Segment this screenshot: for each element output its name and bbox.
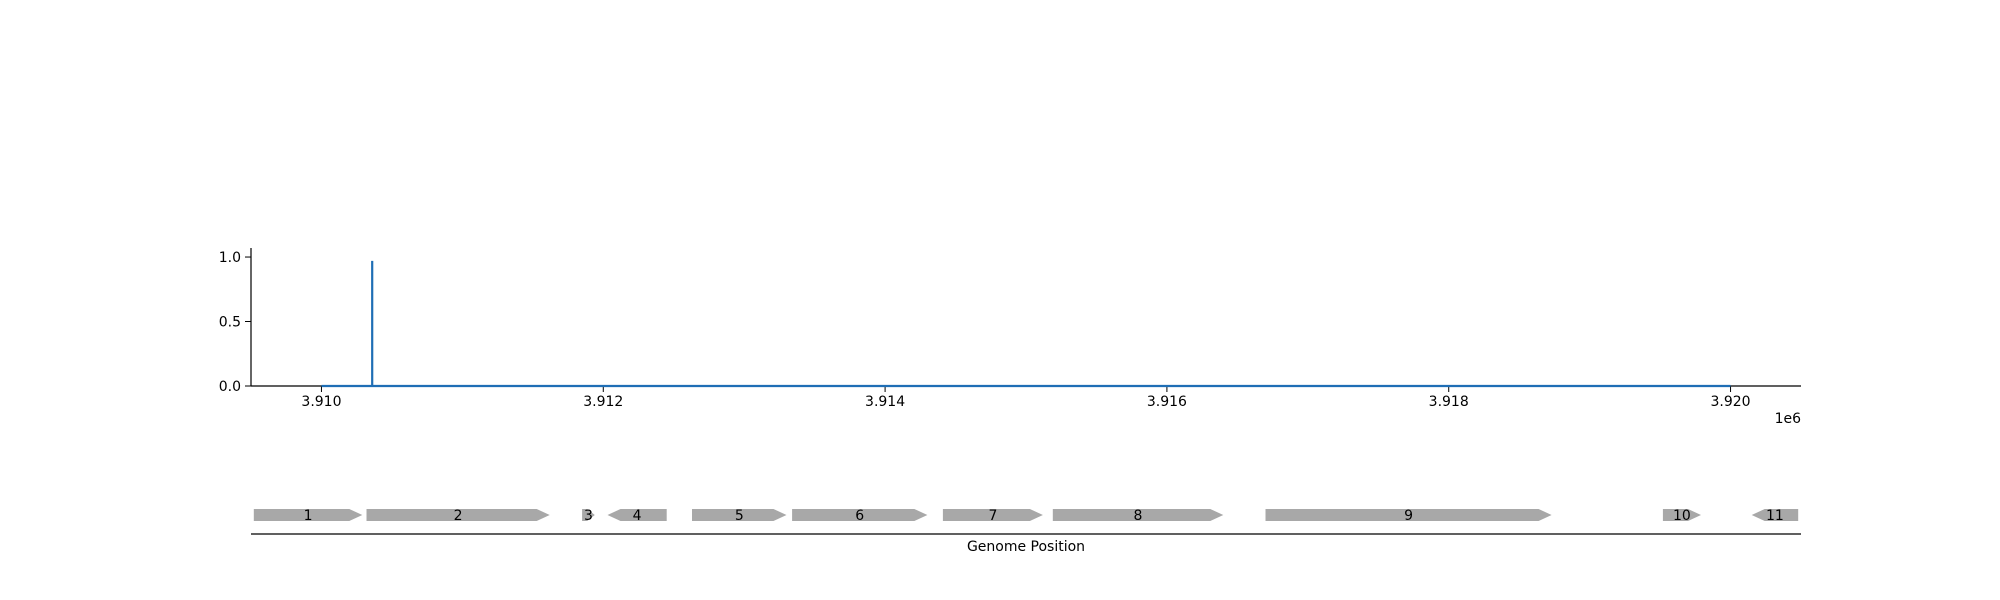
x-tick-label: 3.916 — [1147, 394, 1187, 410]
gene-arrow — [792, 509, 928, 521]
gene-10: 10 — [1662, 508, 1701, 524]
gene-label: 1 — [304, 508, 313, 524]
gene-6: 6 — [792, 508, 928, 524]
gene-4: 4 — [607, 508, 667, 524]
x-tick-label: 3.914 — [865, 394, 905, 410]
gene-label: 2 — [454, 508, 463, 524]
gene-2: 2 — [366, 508, 550, 524]
gene-arrow — [1662, 509, 1701, 521]
gene-arrow — [253, 509, 363, 521]
gene-label: 9 — [1404, 508, 1413, 524]
x-tick-label: 3.910 — [301, 394, 341, 410]
signal-series-line — [321, 260, 1731, 388]
x-tick-label: 3.918 — [1429, 394, 1469, 410]
x-ticks: 3.910 3.912 3.914 3.916 3.918 3.920 — [301, 386, 1751, 410]
gene-arrow — [1265, 509, 1552, 521]
gene-label: 5 — [735, 508, 744, 524]
gene-arrow — [942, 509, 1043, 521]
gene-label: 3 — [584, 508, 593, 524]
gene-7: 7 — [942, 508, 1043, 524]
y-tick-label: 0.0 — [219, 379, 241, 395]
gene-label: 4 — [633, 508, 642, 524]
gene-9: 9 — [1265, 508, 1552, 524]
gene-track: 1 2 3 4 5 6 7 8 9 10 11 Genome Position — [251, 508, 1801, 555]
gene-arrow — [607, 509, 667, 521]
series-layer — [321, 260, 1731, 388]
y-tick-label: 0.5 — [219, 315, 241, 331]
y-tick-label: 1.0 — [219, 250, 241, 266]
gene-11: 11 — [1751, 508, 1799, 524]
gene-label: 11 — [1766, 508, 1784, 524]
gene-label: 7 — [988, 508, 997, 524]
gene-arrow — [692, 509, 787, 521]
gene-label: 10 — [1673, 508, 1691, 524]
x-offset-label: 1e6 — [1775, 411, 1802, 427]
genes-layer: 1 2 3 4 5 6 7 8 9 10 11 — [253, 508, 1799, 524]
gene-arrow — [1751, 509, 1799, 521]
x-tick-label: 3.912 — [583, 394, 623, 410]
gene-3: 3 — [582, 508, 595, 524]
gene-arrow — [366, 509, 550, 521]
signal-plot: 0.0 0.5 1.0 3.910 3.912 3.914 3.916 3.918 3.920… — [219, 248, 1801, 427]
x-tick-label: 3.920 — [1710, 394, 1750, 410]
gene-label: 8 — [1134, 508, 1143, 524]
gene-arrow — [582, 509, 595, 521]
gene-label: 6 — [855, 508, 864, 524]
gene-track-xlabel: Genome Position — [967, 539, 1085, 555]
gene-8: 8 — [1052, 508, 1224, 524]
gene-1: 1 — [253, 508, 363, 524]
gene-arrow — [1052, 509, 1224, 521]
gene-5: 5 — [692, 508, 787, 524]
y-ticks: 0.0 0.5 1.0 — [219, 250, 251, 395]
